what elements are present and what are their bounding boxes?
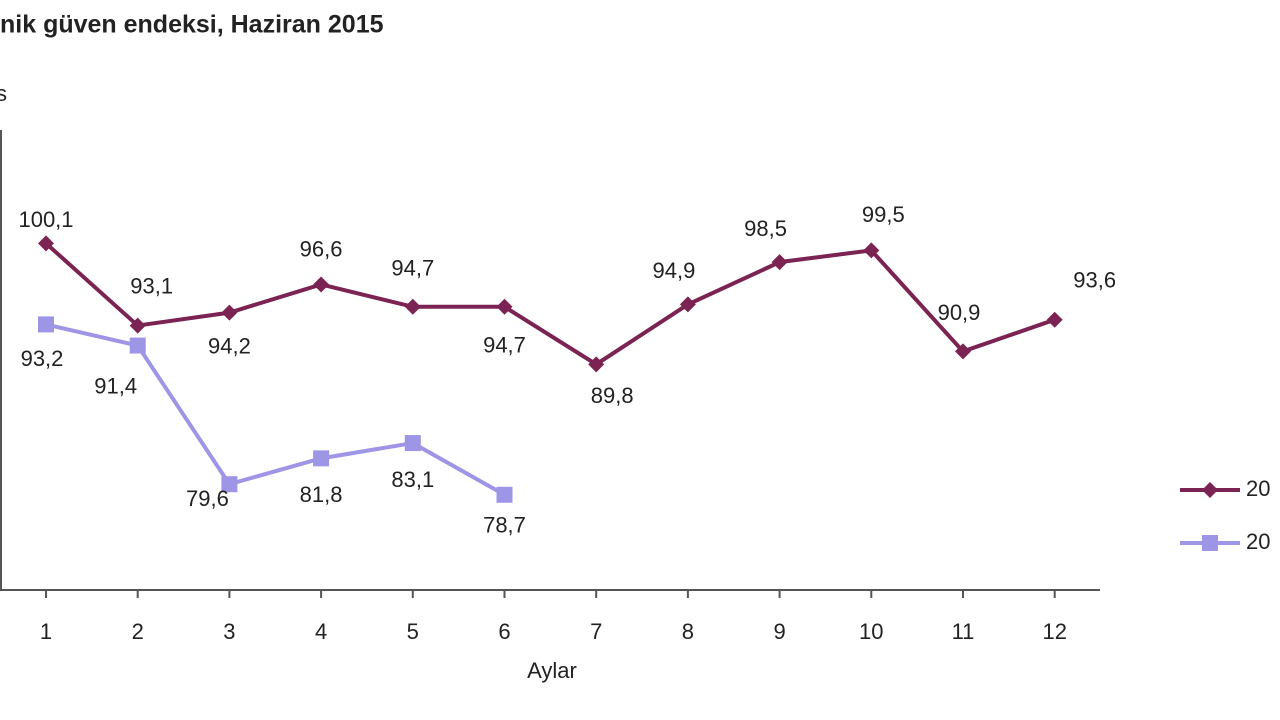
x-tick-label: 2 <box>132 619 144 644</box>
x-tick-label: 6 <box>498 619 510 644</box>
legend-label: 20 <box>1246 476 1270 501</box>
x-tick-label: 5 <box>407 619 419 644</box>
marker <box>863 242 880 259</box>
data-label: 94,7 <box>391 256 434 281</box>
marker <box>588 356 605 373</box>
chart-title: nik güven endeksi, Haziran 2015 <box>0 11 384 39</box>
y-axis-label: s <box>0 81 7 106</box>
marker <box>1046 311 1063 328</box>
data-label: 91,4 <box>94 373 137 398</box>
data-label: 93,1 <box>130 273 173 298</box>
data-label: 93,2 <box>21 346 64 371</box>
series-line <box>44 241 1056 367</box>
x-tick-label: 3 <box>223 619 235 644</box>
marker <box>129 337 146 354</box>
x-tick-label: 11 <box>952 619 975 644</box>
data-label: 100,1 <box>18 207 73 232</box>
data-label: 96,6 <box>300 236 343 261</box>
data-label: 90,9 <box>938 300 981 325</box>
marker <box>496 486 513 503</box>
legend-label: 20 <box>1246 529 1270 554</box>
data-label: 79,6 <box>186 486 229 511</box>
data-label: 83,1 <box>391 467 434 492</box>
x-tick-label: 12 <box>1042 619 1066 644</box>
x-tick-label: 1 <box>40 619 52 644</box>
data-label: 78,7 <box>483 513 526 538</box>
legend-marker <box>1202 535 1218 551</box>
data-label: 94,2 <box>208 333 251 358</box>
marker <box>38 235 54 252</box>
data-label: 89,8 <box>591 383 634 408</box>
data-label: 94,9 <box>652 258 695 283</box>
marker <box>496 298 513 315</box>
x-tick-label: 7 <box>590 619 602 644</box>
legend-marker <box>1202 482 1218 498</box>
data-label: 98,5 <box>744 216 787 241</box>
marker <box>955 343 971 360</box>
data-label: 99,5 <box>862 202 905 227</box>
marker <box>129 317 146 334</box>
marker <box>221 304 238 321</box>
marker <box>313 450 330 467</box>
x-tick-label: 8 <box>682 619 694 644</box>
marker <box>404 435 421 452</box>
data-label: 81,8 <box>300 482 343 507</box>
marker <box>404 298 421 315</box>
marker <box>679 296 696 313</box>
marker <box>771 254 788 271</box>
series-line <box>45 322 506 497</box>
data-label: 93,6 <box>1073 268 1116 293</box>
x-tick-label: 10 <box>859 619 883 644</box>
marker <box>313 276 330 293</box>
x-tick-label: 4 <box>315 619 327 644</box>
data-label: 94,7 <box>483 333 526 358</box>
marker <box>38 316 54 333</box>
x-axis-label: Aylar <box>527 658 577 683</box>
x-tick-label: 9 <box>773 619 785 644</box>
marker <box>221 476 238 493</box>
